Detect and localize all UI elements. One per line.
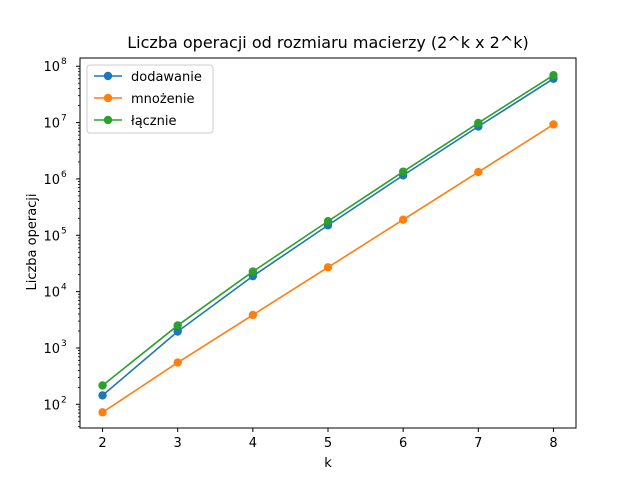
y-tick-exponent: 8: [61, 57, 67, 67]
data-point: [398, 167, 408, 176]
x-axis-ticks: 2 3 4 5 6 7 8: [98, 428, 558, 451]
y-tick-base: 10: [43, 173, 60, 188]
y-tick-exponent: 3: [61, 339, 67, 349]
y-tick-exponent: 6: [61, 170, 67, 180]
data-point: [549, 120, 558, 129]
data-point: [173, 321, 182, 330]
legend-box: [86, 64, 214, 134]
y-tick-exponent: 7: [61, 114, 67, 124]
chart-title: Liczba operacji od rozmiaru macierzy (2^…: [127, 33, 528, 52]
y-tick-base: 10: [43, 229, 60, 244]
legend-marker: [103, 93, 113, 103]
data-point: [173, 358, 182, 367]
data-point: [98, 391, 107, 400]
y-tick-label: 10 8: [43, 57, 67, 75]
data-point: [398, 215, 408, 224]
data-point: [173, 327, 182, 336]
y-tick-base: 10: [43, 286, 60, 301]
y-tick-label: 10 4: [43, 283, 67, 301]
legend-label: mnożenie: [131, 92, 195, 107]
legend-label: łącznie: [131, 114, 176, 129]
x-axis-label: k: [324, 456, 332, 471]
legend: dodawanie mnożenie łącznie: [86, 64, 214, 134]
data-point: [98, 381, 107, 390]
x-tick-label: 3: [174, 436, 182, 451]
x-tick-label: 4: [249, 436, 257, 451]
x-tick-label: 7: [474, 436, 482, 451]
plot-frame: [79, 57, 577, 429]
legend-marker: [103, 71, 113, 81]
y-tick-exponent: 5: [61, 226, 67, 236]
y-tick-exponent: 2: [61, 395, 67, 405]
y-tick-label: 10 3: [43, 339, 66, 357]
legend-entry: mnożenie: [94, 92, 195, 107]
y-tick-label: 10 7: [43, 114, 66, 132]
legend-label: dodawanie: [131, 70, 202, 85]
legend-entry: dodawanie: [94, 70, 202, 85]
data-point: [248, 267, 258, 276]
y-tick-label: 10 5: [43, 226, 66, 244]
series-2: [98, 120, 558, 417]
series-3: [98, 71, 558, 390]
legend-entry: łącznie: [94, 114, 176, 129]
data-point: [549, 71, 558, 80]
y-tick-base: 10: [43, 60, 60, 75]
y-tick-base: 10: [43, 342, 60, 357]
y-tick-label: 10 2: [43, 395, 66, 413]
y-tick-label: 10 6: [43, 170, 67, 188]
data-point: [323, 263, 333, 272]
y-tick-base: 10: [43, 117, 60, 132]
series-layer: [98, 71, 558, 417]
data-point: [323, 217, 333, 226]
x-tick-label: 2: [98, 436, 106, 451]
data-point: [98, 408, 107, 417]
data-point: [248, 310, 258, 320]
y-tick-base: 10: [43, 398, 60, 413]
data-point: [474, 118, 483, 128]
legend-marker: [103, 115, 113, 125]
x-tick-label: 6: [399, 436, 407, 451]
x-tick-label: 8: [549, 436, 557, 451]
x-tick-label: 5: [324, 436, 332, 451]
y-tick-exponent: 4: [61, 283, 67, 293]
data-point: [474, 167, 483, 177]
y-axis-label: Liczba operacji: [25, 193, 40, 290]
